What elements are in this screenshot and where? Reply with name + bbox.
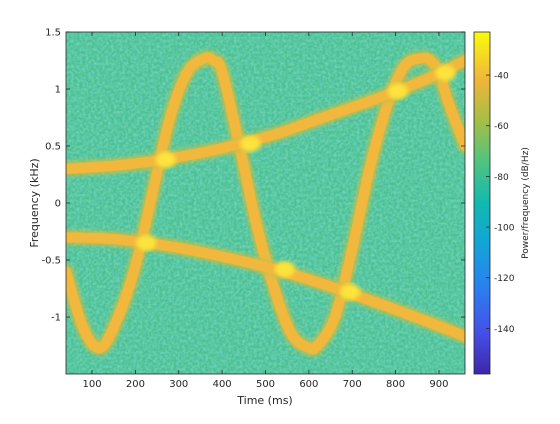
crossing-point-1 xyxy=(136,234,157,251)
x-tick-label: 300 xyxy=(169,379,188,390)
x-tick-label: 200 xyxy=(126,379,145,390)
x-axis-ticks: 100 200 300 400 500 600 700 800 900 xyxy=(82,32,449,390)
crossing-point-6 xyxy=(387,83,408,100)
x-tick-label: 500 xyxy=(256,379,275,390)
crossing-point-7 xyxy=(435,65,456,82)
x-tick-label: 700 xyxy=(343,379,362,390)
colorbar-tick-label: -100 xyxy=(494,224,515,234)
x-tick-label: 100 xyxy=(82,379,101,390)
y-tick-label: 1 xyxy=(55,85,61,96)
colorbar: -40 -60 -80 -100 -120 -140 Power/frequency (d… xyxy=(473,31,531,375)
ridge-lower-tone xyxy=(66,232,465,342)
x-axis-label: Time (ms) xyxy=(236,394,292,407)
ridge-upper-tone xyxy=(66,55,465,174)
x-tick-label: 600 xyxy=(299,379,318,390)
crossing-point-5 xyxy=(340,283,361,300)
colorbar-tick-label: -120 xyxy=(494,274,515,284)
colorbar-ticks: -40 -60 -80 -100 -120 -140 xyxy=(486,72,515,335)
y-axis-label: Frequency (kHz) xyxy=(28,158,41,247)
x-tick-label: 400 xyxy=(213,379,232,390)
y-axis-ticks: 1.5 1 0.5 0 -0.5 -1 xyxy=(41,28,465,324)
colorbar-tick-label: -60 xyxy=(494,122,509,132)
colorbar-tick-label: -140 xyxy=(494,325,515,335)
ridge-sinusoidal-chirp xyxy=(66,52,465,355)
crossing-point-2 xyxy=(155,151,176,168)
colorbar-gradient xyxy=(473,31,491,375)
y-tick-label: 0.5 xyxy=(45,142,61,153)
crossing-point-3 xyxy=(240,135,261,152)
ridges-group xyxy=(66,50,465,357)
colorbar-tick-label: -80 xyxy=(494,173,509,183)
plot-area xyxy=(66,32,465,374)
y-tick-label: -1 xyxy=(51,313,61,324)
crossings-group xyxy=(136,65,456,300)
colorbar-label: Power/frequency (dB/Hz) xyxy=(521,147,531,259)
x-tick-label: 800 xyxy=(386,379,405,390)
colorbar-tick-label: -40 xyxy=(494,72,509,82)
y-tick-label: 1.5 xyxy=(45,28,61,39)
y-tick-label: -0.5 xyxy=(41,256,61,267)
crossing-point-4 xyxy=(275,261,296,278)
x-tick-label: 900 xyxy=(429,379,448,390)
y-tick-label: 0 xyxy=(55,199,61,210)
